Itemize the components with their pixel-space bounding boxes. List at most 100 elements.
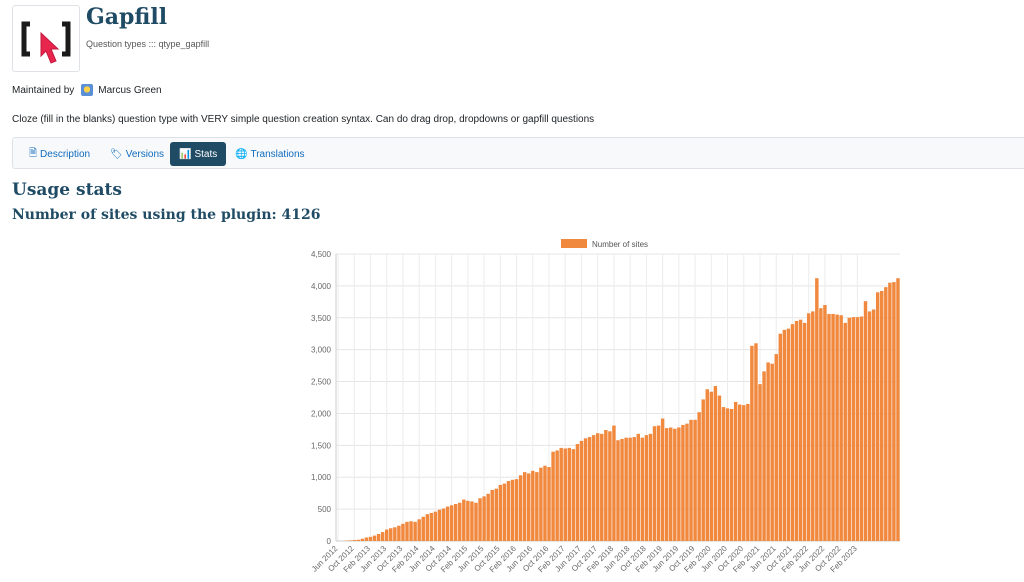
chart-bar[interactable] — [806, 313, 811, 541]
chart-bar[interactable] — [364, 537, 369, 541]
chart-bar[interactable] — [389, 528, 393, 541]
chart-bar[interactable] — [721, 407, 726, 541]
chart-bar[interactable] — [616, 440, 620, 541]
chart-bar[interactable] — [648, 433, 653, 541]
legend-swatch[interactable] — [561, 239, 587, 248]
chart-bar[interactable] — [360, 538, 365, 541]
chart-bar[interactable] — [571, 449, 576, 541]
chart-bar[interactable] — [441, 508, 446, 541]
chart-bar[interactable] — [770, 363, 774, 541]
chart-bar[interactable] — [896, 278, 900, 541]
chart-bar[interactable] — [729, 408, 734, 541]
chart-bar[interactable] — [470, 501, 474, 541]
chart-bar[interactable] — [798, 319, 803, 541]
chart-bar[interactable] — [458, 502, 462, 541]
chart-bar[interactable] — [417, 519, 421, 541]
chart-bar[interactable] — [604, 430, 608, 541]
chart-bar[interactable] — [482, 496, 486, 541]
chart-bar[interactable] — [437, 509, 442, 541]
chart-bar[interactable] — [522, 472, 527, 541]
chart-bar[interactable] — [762, 371, 766, 541]
chart-bar[interactable] — [766, 362, 770, 541]
chart-bar[interactable] — [709, 391, 714, 541]
chart-bar[interactable] — [478, 498, 482, 541]
chart-bar[interactable] — [875, 292, 880, 541]
chart-bar[interactable] — [527, 473, 531, 541]
chart-bar[interactable] — [689, 419, 693, 541]
chart-bar[interactable] — [466, 500, 470, 541]
chart-bar[interactable] — [811, 311, 815, 541]
chart-bar[interactable] — [636, 433, 641, 541]
chart-bar[interactable] — [802, 322, 807, 541]
chart-bar[interactable] — [851, 317, 856, 541]
chart-bar[interactable] — [559, 447, 563, 541]
tab-stats[interactable]: 📊 Stats — [170, 142, 227, 166]
chart-bar[interactable] — [774, 354, 778, 541]
chart-bar[interactable] — [827, 313, 831, 541]
chart-bar[interactable] — [555, 450, 559, 541]
chart-bar[interactable] — [494, 488, 498, 541]
chart-bar[interactable] — [368, 536, 373, 541]
chart-bar[interactable] — [640, 437, 645, 541]
chart-bar[interactable] — [579, 440, 584, 541]
chart-bar[interactable] — [831, 313, 835, 541]
chart-bar[interactable] — [847, 317, 852, 541]
chart-bar[interactable] — [843, 322, 847, 541]
chart-bar[interactable] — [449, 505, 454, 541]
chart-bar[interactable] — [595, 433, 600, 541]
chart-bar[interactable] — [786, 328, 791, 541]
chart-bar[interactable] — [567, 447, 572, 541]
chart-bar[interactable] — [632, 437, 636, 541]
chart-bar[interactable] — [664, 428, 669, 541]
tab-versions[interactable]: 🏷 Versions — [101, 142, 173, 166]
chart-bar[interactable] — [790, 324, 795, 541]
chart-bar[interactable] — [839, 315, 843, 541]
chart-bar[interactable] — [685, 423, 689, 541]
chart-bar[interactable] — [397, 525, 401, 541]
chart-bar[interactable] — [750, 345, 754, 541]
chart-bar[interactable] — [539, 467, 543, 541]
chart-bar[interactable] — [733, 401, 738, 541]
chart-bar[interactable] — [693, 419, 697, 541]
chart-bar[interactable] — [612, 425, 616, 541]
chart-bar[interactable] — [823, 305, 827, 541]
chart-bar[interactable] — [429, 512, 434, 541]
chart-bar[interactable] — [393, 527, 397, 541]
chart-bar[interactable] — [778, 333, 783, 541]
chart-bar[interactable] — [871, 309, 876, 541]
chart-bar[interactable] — [677, 427, 681, 541]
chart-bar[interactable] — [486, 493, 490, 541]
chart-bar[interactable] — [884, 287, 888, 541]
chart-bar[interactable] — [815, 278, 819, 541]
chart-bar[interactable] — [713, 386, 718, 541]
chart-bar[interactable] — [575, 444, 580, 541]
chart-bar[interactable] — [782, 329, 787, 541]
chart-bar[interactable] — [859, 316, 864, 541]
avatar[interactable] — [81, 84, 94, 96]
chart-bar[interactable] — [652, 426, 657, 541]
chart-bar[interactable] — [794, 320, 799, 541]
chart-bar[interactable] — [656, 425, 661, 541]
chart-bar[interactable] — [453, 504, 458, 541]
chart-bar[interactable] — [888, 282, 892, 541]
chart-bar[interactable] — [356, 539, 361, 541]
chart-bar[interactable] — [600, 433, 604, 541]
chart-bar[interactable] — [551, 451, 555, 541]
chart-bar[interactable] — [433, 511, 438, 541]
chart-bar[interactable] — [409, 521, 413, 541]
chart-bar[interactable] — [502, 483, 507, 541]
chart-bar[interactable] — [543, 465, 547, 541]
chart-bar[interactable] — [498, 484, 503, 541]
chart-bar[interactable] — [620, 438, 624, 541]
chart-bar[interactable] — [531, 470, 535, 541]
chart-bar[interactable] — [413, 521, 417, 541]
chart-bar[interactable] — [445, 506, 450, 541]
chart-bar[interactable] — [376, 533, 381, 541]
chart-bar[interactable] — [474, 502, 478, 541]
chart-bar[interactable] — [835, 314, 839, 541]
chart-bar[interactable] — [348, 540, 352, 541]
chart-bar[interactable] — [880, 290, 884, 541]
tab-description[interactable]: 🗎 Description — [20, 142, 99, 166]
chart-bar[interactable] — [660, 418, 665, 541]
chart-bar[interactable] — [863, 301, 868, 541]
